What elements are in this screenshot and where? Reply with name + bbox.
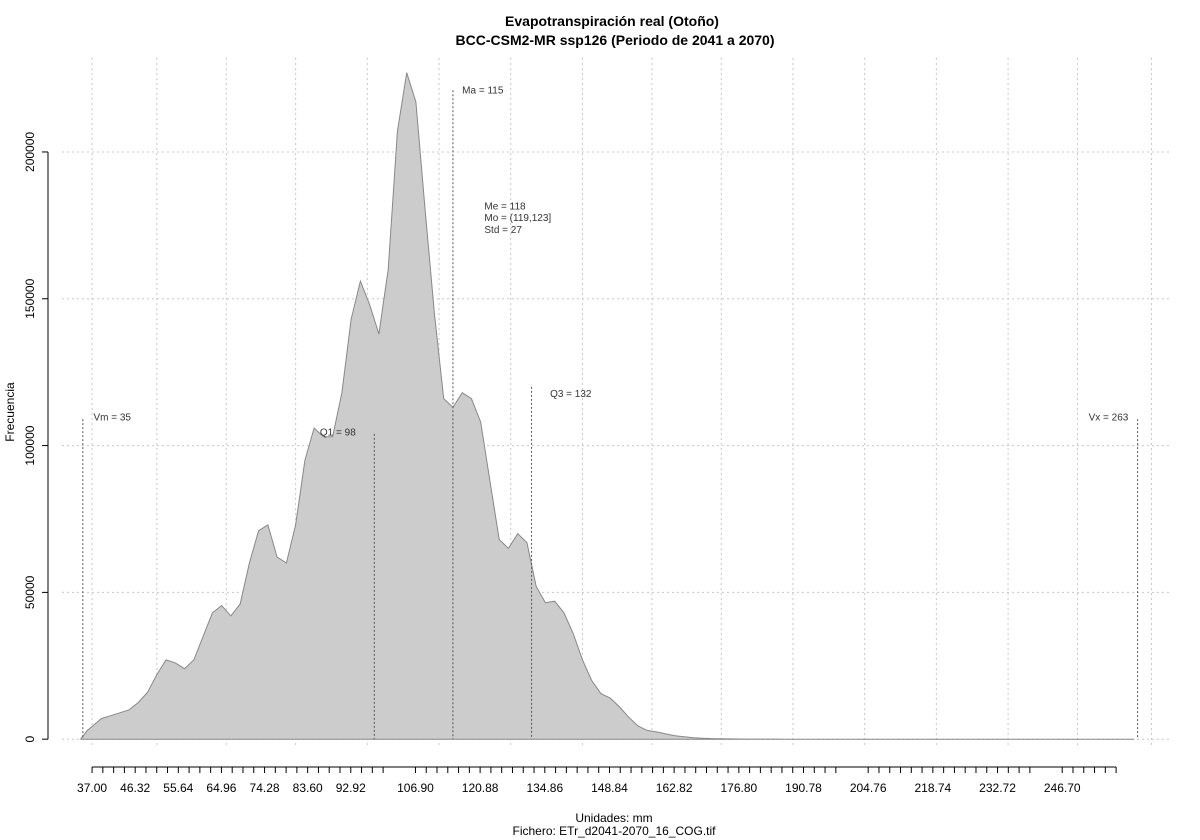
max-label: Vx = 263 <box>1089 413 1129 424</box>
x-tick-label: 92.92 <box>336 781 366 795</box>
x-axis-title: Unidades: mm <box>575 811 652 825</box>
x-tick-label: 232.72 <box>979 781 1016 795</box>
std-label: Std = 27 <box>484 225 522 236</box>
file-footer: Fichero: ETr_d2041-2070_16_COG.tif <box>513 824 717 838</box>
x-tick-label: 37.00 <box>77 781 107 795</box>
x-tick-label: 204.76 <box>850 781 887 795</box>
x-tick-label: 190.78 <box>785 781 822 795</box>
x-tick-label: 55.64 <box>163 781 193 795</box>
x-tick-label: 74.28 <box>250 781 280 795</box>
x-tick-label: 148.84 <box>591 781 628 795</box>
y-tick-label: 200000 <box>23 132 37 172</box>
y-tick-label: 0 <box>23 736 37 743</box>
mode-label: Mo = (119,123] <box>484 213 551 224</box>
q3-label: Q3 = 132 <box>550 389 592 400</box>
distribution-area <box>80 72 1135 740</box>
x-tick-label: 83.60 <box>293 781 323 795</box>
chart-subtitle: BCC-CSM2-MR ssp126 (Periodo de 2041 a 20… <box>456 32 775 48</box>
y-tick-label: 150000 <box>23 278 37 318</box>
min-label: Vm = 35 <box>93 413 131 424</box>
x-tick-label: 106.90 <box>397 781 434 795</box>
y-tick-label: 100000 <box>23 425 37 465</box>
x-tick-label: 120.88 <box>462 781 499 795</box>
y-tick-label: 50000 <box>23 575 37 609</box>
x-axis: 37.00 46.32 55.64 64.96 74.28 83.60 92.92 106.9… <box>77 766 1117 795</box>
x-tick-label: 246.70 <box>1044 781 1081 795</box>
mean-label: Ma = 115 <box>462 85 504 96</box>
chart-title: Evapotranspiración real (Otoño) <box>505 13 719 29</box>
distribution-area-layer <box>80 72 1135 740</box>
q1-label: Q1 = 98 <box>320 427 356 438</box>
x-tick-label: 162.82 <box>656 781 693 795</box>
median-label: Me = 118 <box>484 201 526 212</box>
x-tick-label: 134.86 <box>526 781 563 795</box>
x-tick-label: 46.32 <box>120 781 150 795</box>
x-tick-label: 176.80 <box>720 781 757 795</box>
x-tick-label: 64.96 <box>206 781 236 795</box>
statistic-markers: Vm = 35 Q1 = 98 Ma = 115 Q3 = 132 Vx = 263 Me… <box>82 85 1139 740</box>
x-tick-label: 218.74 <box>915 781 952 795</box>
y-axis-title: Frecuencia <box>3 382 17 442</box>
y-axis: 0 50000 100000 150000 200000 <box>23 132 49 743</box>
